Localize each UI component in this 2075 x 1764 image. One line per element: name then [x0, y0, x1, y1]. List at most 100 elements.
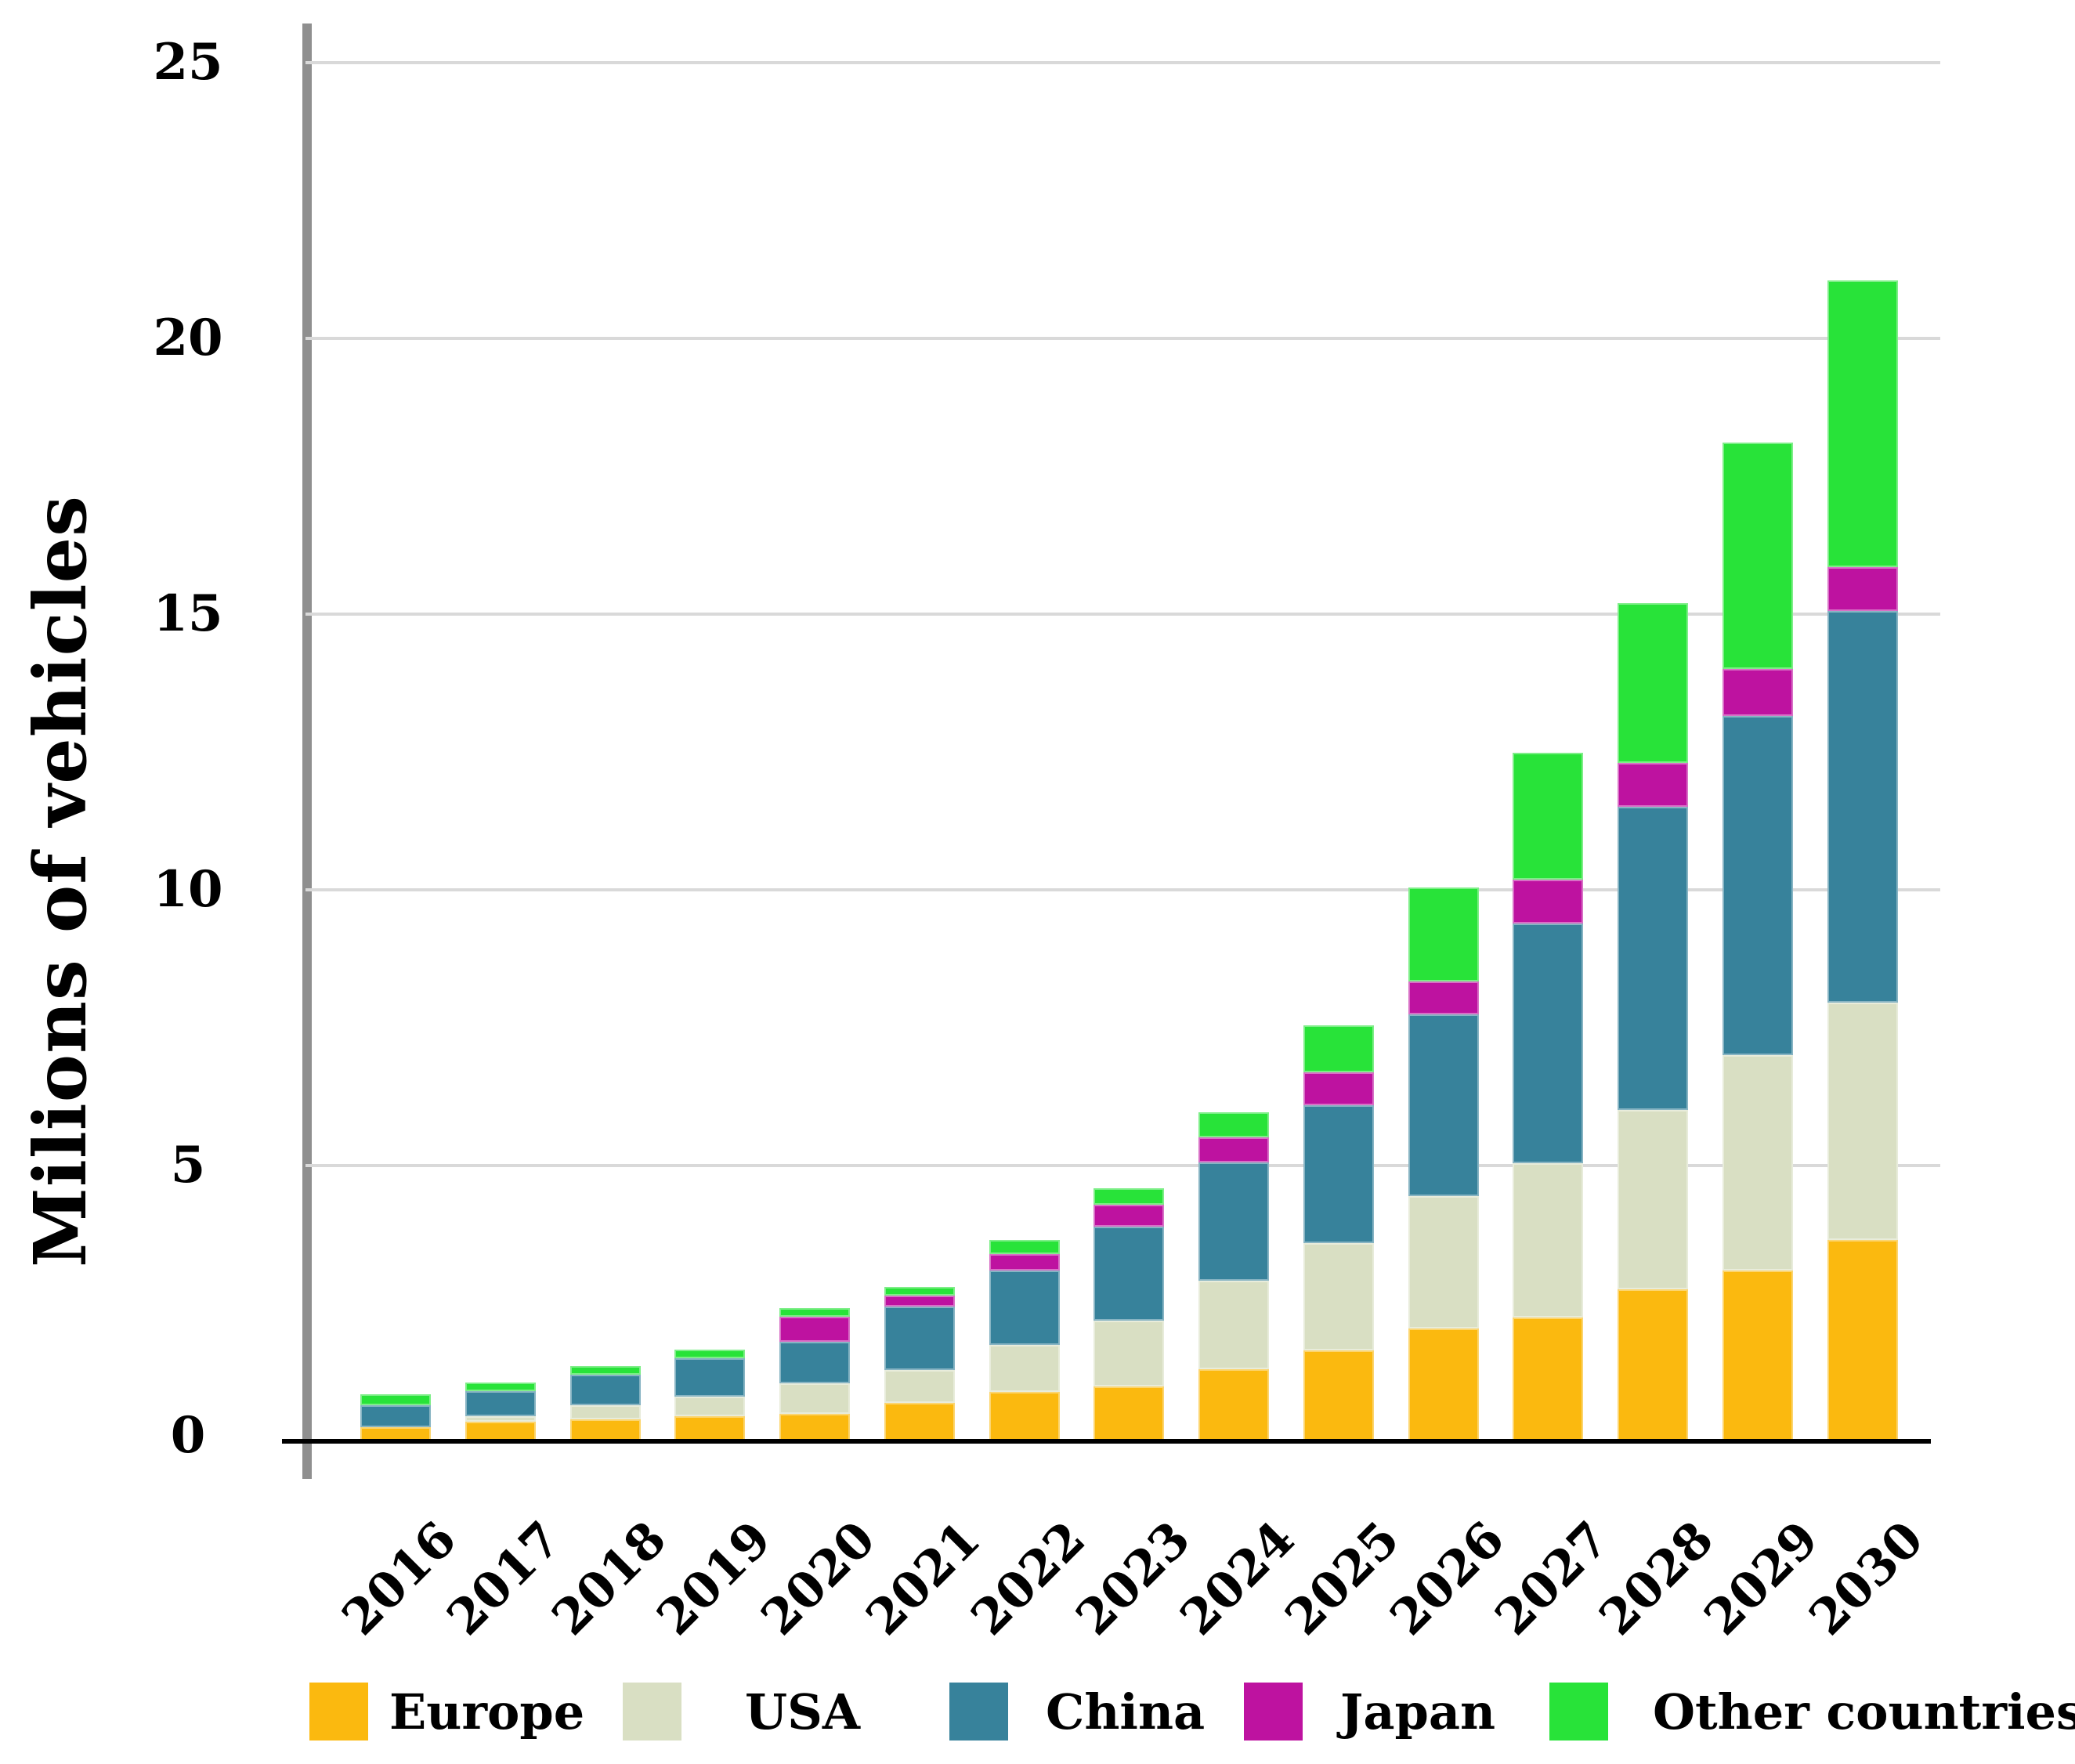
- bar-segment-2030-other-countries[interactable]: [1827, 280, 1898, 567]
- bar-segment-2020-japan[interactable]: [779, 1317, 850, 1342]
- bar-segment-2028-japan[interactable]: [1618, 763, 1688, 807]
- bar-segment-2027-usa[interactable]: [1513, 1163, 1584, 1318]
- bar-segment-2029-japan[interactable]: [1722, 669, 1793, 716]
- legend-swatch-japan: [1244, 1683, 1303, 1741]
- bar-segment-2018-other-countries[interactable]: [569, 1366, 641, 1375]
- bar-segment-2020-other-countries[interactable]: [779, 1308, 850, 1317]
- x-tick-label-2023: 2023: [1065, 1510, 1201, 1647]
- bar-2027[interactable]: [1513, 753, 1584, 1441]
- bar-segment-2020-china[interactable]: [779, 1342, 850, 1383]
- bar-segment-2021-japan[interactable]: [884, 1296, 955, 1307]
- bar-2023[interactable]: [1094, 1188, 1165, 1441]
- bar-2030[interactable]: [1827, 280, 1898, 1441]
- bar-2029[interactable]: [1722, 443, 1793, 1441]
- bar-segment-2025-usa[interactable]: [1303, 1243, 1374, 1350]
- bar-segment-2022-other-countries[interactable]: [989, 1240, 1060, 1254]
- bar-segment-2023-china[interactable]: [1094, 1227, 1165, 1321]
- bar-segment-2021-usa[interactable]: [884, 1370, 955, 1403]
- bar-segment-2016-china[interactable]: [360, 1405, 431, 1427]
- bar-segment-2025-japan[interactable]: [1303, 1072, 1374, 1105]
- bar-segment-2019-europe[interactable]: [674, 1416, 746, 1441]
- bar-segment-2022-japan[interactable]: [989, 1254, 1060, 1271]
- bar-segment-2029-europe[interactable]: [1722, 1271, 1793, 1441]
- bar-segment-2023-usa[interactable]: [1094, 1321, 1165, 1386]
- bar-2018[interactable]: [569, 1366, 641, 1441]
- bar-segment-2025-other-countries[interactable]: [1303, 1025, 1374, 1072]
- bar-segment-2030-china[interactable]: [1827, 611, 1898, 1003]
- y-tick-label-0: 0: [170, 1406, 206, 1465]
- bar-segment-2017-usa[interactable]: [465, 1416, 536, 1422]
- bar-segment-2023-japan[interactable]: [1094, 1205, 1165, 1227]
- bar-segment-2025-china[interactable]: [1303, 1105, 1374, 1243]
- bar-2025[interactable]: [1303, 1025, 1374, 1441]
- bar-segment-2030-usa[interactable]: [1827, 1003, 1898, 1240]
- bar-segment-2027-japan[interactable]: [1513, 880, 1584, 924]
- x-tick-label-2030: 2030: [1798, 1510, 1935, 1647]
- bar-segment-2028-europe[interactable]: [1618, 1289, 1688, 1441]
- bar-segment-2020-europe[interactable]: [779, 1414, 850, 1441]
- x-tick-label-2024: 2024: [1169, 1510, 1306, 1647]
- chart-legend: Europe USA China Japan Other countries: [0, 1681, 2075, 1751]
- x-tick-label-2019: 2019: [645, 1510, 782, 1647]
- bar-segment-2029-other-countries[interactable]: [1722, 443, 1793, 669]
- bar-segment-2027-china[interactable]: [1513, 924, 1584, 1163]
- bar-segment-2018-europe[interactable]: [569, 1419, 641, 1441]
- bar-segment-2018-usa[interactable]: [569, 1405, 641, 1419]
- bar-segment-2026-japan[interactable]: [1408, 981, 1479, 1014]
- bar-segment-2029-china[interactable]: [1722, 716, 1793, 1055]
- gridline-20: [305, 337, 1940, 340]
- bar-segment-2021-other-countries[interactable]: [884, 1287, 955, 1296]
- bar-2019[interactable]: [674, 1350, 746, 1441]
- bar-2021[interactable]: [884, 1287, 955, 1441]
- bar-segment-2021-china[interactable]: [884, 1307, 955, 1370]
- y-tick-label-20: 20: [153, 309, 223, 367]
- bar-segment-2019-other-countries[interactable]: [674, 1350, 746, 1358]
- bar-segment-2016-other-countries[interactable]: [360, 1394, 431, 1405]
- bar-segment-2021-europe[interactable]: [884, 1403, 955, 1441]
- bar-segment-2020-usa[interactable]: [779, 1383, 850, 1414]
- bar-2016[interactable]: [360, 1394, 431, 1441]
- plot-area: [305, 61, 1940, 1441]
- bar-segment-2024-europe[interactable]: [1198, 1369, 1269, 1441]
- bar-segment-2030-europe[interactable]: [1827, 1240, 1898, 1441]
- bar-segment-2019-china[interactable]: [674, 1358, 746, 1397]
- bar-segment-2022-china[interactable]: [989, 1271, 1060, 1345]
- bar-segment-2017-other-countries[interactable]: [465, 1383, 536, 1391]
- bar-2026[interactable]: [1408, 887, 1479, 1441]
- bar-segment-2019-usa[interactable]: [674, 1397, 746, 1416]
- x-tick-label-2029: 2029: [1693, 1510, 1830, 1647]
- bar-2024[interactable]: [1198, 1112, 1269, 1441]
- bar-segment-2026-china[interactable]: [1408, 1014, 1479, 1196]
- bar-segment-2029-usa[interactable]: [1722, 1055, 1793, 1271]
- bar-segment-2018-china[interactable]: [569, 1375, 641, 1405]
- bar-2020[interactable]: [779, 1308, 850, 1441]
- x-tick-label-2028: 2028: [1588, 1510, 1725, 1647]
- bar-segment-2030-japan[interactable]: [1827, 567, 1898, 611]
- bar-segment-2017-china[interactable]: [465, 1391, 536, 1416]
- bar-segment-2027-europe[interactable]: [1513, 1318, 1584, 1441]
- bar-segment-2026-usa[interactable]: [1408, 1196, 1479, 1328]
- bar-segment-2027-other-countries[interactable]: [1513, 753, 1584, 880]
- bar-segment-2024-other-countries[interactable]: [1198, 1112, 1269, 1137]
- bar-segment-2023-europe[interactable]: [1094, 1386, 1165, 1441]
- bar-segment-2028-usa[interactable]: [1618, 1110, 1688, 1289]
- bar-segment-2026-other-countries[interactable]: [1408, 887, 1479, 981]
- x-tick-label-2022: 2022: [960, 1510, 1097, 1647]
- bar-segment-2028-other-countries[interactable]: [1618, 603, 1688, 763]
- bar-segment-2028-china[interactable]: [1618, 807, 1688, 1110]
- y-tick-label-15: 15: [153, 584, 223, 643]
- bar-2017[interactable]: [465, 1383, 536, 1441]
- x-tick-label-2017: 2017: [436, 1510, 573, 1647]
- bar-segment-2025-europe[interactable]: [1303, 1350, 1374, 1441]
- bar-2022[interactable]: [989, 1240, 1060, 1441]
- bar-segment-2023-other-countries[interactable]: [1094, 1188, 1165, 1205]
- bar-segment-2024-japan[interactable]: [1198, 1137, 1269, 1162]
- y-axis-title: Milions of vehicles: [18, 495, 103, 1267]
- bar-segment-2026-europe[interactable]: [1408, 1328, 1479, 1441]
- bar-segment-2024-china[interactable]: [1198, 1162, 1269, 1281]
- legend-swatch-usa: [623, 1683, 681, 1741]
- bar-segment-2022-europe[interactable]: [989, 1392, 1060, 1441]
- bar-2028[interactable]: [1618, 603, 1688, 1441]
- bar-segment-2024-usa[interactable]: [1198, 1281, 1269, 1369]
- bar-segment-2022-usa[interactable]: [989, 1345, 1060, 1392]
